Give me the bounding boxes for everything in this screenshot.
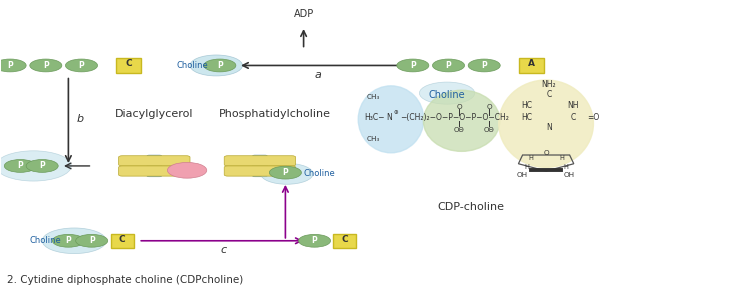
- Text: O: O: [457, 104, 462, 110]
- Text: H: H: [559, 155, 564, 161]
- Text: A: A: [528, 59, 535, 68]
- Text: CDP-choline: CDP-choline: [438, 202, 504, 212]
- Text: P: P: [39, 161, 45, 171]
- FancyBboxPatch shape: [253, 155, 268, 177]
- FancyBboxPatch shape: [116, 58, 141, 73]
- Circle shape: [53, 234, 84, 247]
- Text: O: O: [543, 150, 549, 156]
- Text: HC: HC: [522, 113, 533, 121]
- FancyBboxPatch shape: [147, 155, 162, 177]
- Text: H: H: [529, 155, 534, 161]
- Circle shape: [4, 160, 37, 172]
- Text: ADP: ADP: [293, 9, 314, 19]
- Circle shape: [261, 163, 313, 184]
- Circle shape: [270, 166, 301, 179]
- Text: N: N: [386, 113, 392, 122]
- Circle shape: [0, 151, 72, 181]
- Text: OΘ: OΘ: [454, 126, 465, 133]
- Text: OH: OH: [517, 172, 528, 178]
- Text: Diacylglycerol: Diacylglycerol: [115, 108, 194, 118]
- Ellipse shape: [358, 86, 424, 153]
- Text: Choline: Choline: [29, 236, 61, 245]
- Circle shape: [397, 59, 429, 72]
- Text: NH: NH: [567, 101, 579, 110]
- Text: P: P: [282, 168, 288, 177]
- Ellipse shape: [423, 90, 500, 151]
- Text: a: a: [315, 70, 322, 80]
- Circle shape: [420, 82, 474, 104]
- Text: O: O: [487, 104, 492, 110]
- FancyBboxPatch shape: [224, 166, 295, 176]
- Text: HC: HC: [522, 101, 533, 110]
- FancyBboxPatch shape: [333, 234, 356, 248]
- Text: H: H: [524, 164, 529, 170]
- FancyBboxPatch shape: [110, 234, 134, 248]
- Text: H: H: [563, 164, 568, 170]
- Text: P: P: [43, 61, 49, 70]
- FancyBboxPatch shape: [118, 166, 190, 176]
- Text: c: c: [221, 245, 227, 255]
- Text: C: C: [119, 235, 126, 244]
- Ellipse shape: [499, 80, 594, 167]
- Circle shape: [204, 59, 236, 72]
- Text: Choline: Choline: [303, 169, 336, 178]
- Text: Phosphatidylcholine: Phosphatidylcholine: [219, 108, 330, 118]
- Circle shape: [66, 59, 97, 72]
- Text: Choline: Choline: [429, 90, 466, 100]
- Text: Choline: Choline: [176, 61, 208, 70]
- Text: =O: =O: [588, 113, 600, 122]
- Text: P: P: [311, 236, 317, 245]
- Text: −(CH₂)₂−O−P−O−P−O−CH₂: −(CH₂)₂−O−P−O−P−O−CH₂: [401, 113, 510, 122]
- FancyBboxPatch shape: [118, 156, 190, 166]
- Text: P: P: [481, 61, 487, 70]
- Text: P: P: [66, 236, 71, 245]
- Text: P: P: [446, 61, 451, 70]
- Text: P: P: [79, 61, 84, 70]
- Text: N: N: [546, 123, 552, 132]
- Text: C: C: [341, 235, 348, 244]
- Text: ⊕: ⊕: [393, 110, 398, 115]
- Text: CH₃: CH₃: [367, 136, 380, 142]
- Text: P: P: [7, 61, 13, 70]
- Text: 2. Cytidine diphosphate choline (CDPcholine): 2. Cytidine diphosphate choline (CDPchol…: [7, 275, 243, 285]
- Text: OΘ: OΘ: [484, 126, 495, 133]
- Text: P: P: [18, 161, 23, 171]
- Text: P: P: [217, 61, 223, 70]
- FancyBboxPatch shape: [224, 156, 295, 166]
- Text: C: C: [126, 59, 132, 68]
- Text: H₃C−: H₃C−: [364, 113, 385, 122]
- Circle shape: [433, 59, 464, 72]
- Text: P: P: [410, 61, 416, 70]
- Text: CH₃: CH₃: [367, 94, 380, 100]
- Text: C: C: [546, 90, 552, 99]
- Circle shape: [468, 59, 500, 72]
- Circle shape: [26, 160, 58, 172]
- Circle shape: [0, 59, 26, 72]
- Text: C: C: [570, 113, 576, 121]
- Circle shape: [30, 59, 62, 72]
- Circle shape: [167, 162, 207, 178]
- Text: P: P: [88, 236, 94, 245]
- Circle shape: [42, 228, 106, 254]
- Text: OH: OH: [564, 172, 575, 178]
- Text: NH₂: NH₂: [542, 80, 556, 89]
- FancyBboxPatch shape: [519, 58, 544, 73]
- Text: b: b: [77, 114, 83, 124]
- Circle shape: [190, 55, 243, 76]
- Circle shape: [76, 234, 107, 247]
- Circle shape: [298, 234, 330, 247]
